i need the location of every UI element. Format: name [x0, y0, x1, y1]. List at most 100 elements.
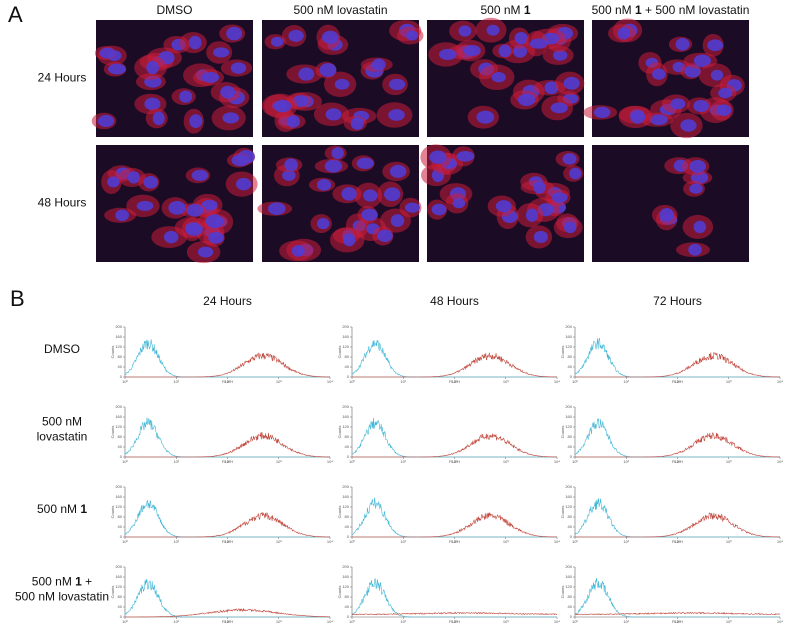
histogram: 0 40 80 120 160 200 10⁰ 10¹ 10² 10³ 10⁴ Counts FL2-H	[337, 404, 560, 464]
nucleus	[630, 110, 646, 124]
y-axis-label: Counts	[560, 506, 565, 519]
nucleus	[718, 87, 733, 99]
x-tick-label: 10³	[726, 619, 732, 624]
column-header: DMSO	[157, 3, 193, 17]
nucleus	[213, 47, 230, 58]
y-tick-label: 200	[565, 404, 572, 409]
y-tick-label: 0	[120, 534, 123, 539]
nucleus	[143, 176, 159, 189]
x-tick-label: 10⁴	[327, 539, 333, 544]
row-label: 48 Hours	[38, 196, 87, 210]
x-tick-label: 10³	[276, 619, 282, 624]
nucleus	[707, 39, 724, 52]
micrograph	[592, 145, 749, 262]
x-tick-label: 10¹	[623, 459, 629, 464]
y-tick-label: 0	[120, 374, 123, 379]
x-tick-label: 10¹	[400, 539, 406, 544]
histogram: 0 40 80 120 160 200 10⁰ 10¹ 10² 10³ 10⁴ Counts FL2-H	[110, 324, 333, 384]
y-axis-label: Counts	[337, 426, 342, 439]
y-tick-label: 40	[118, 444, 123, 449]
y-tick-label: 160	[115, 574, 122, 579]
histogram: 0 40 80 120 160 200 10⁰ 10¹ 10² 10³ 10⁴ Counts FL2-H	[110, 484, 333, 544]
y-tick-label: 120	[342, 584, 349, 589]
nucleus	[235, 177, 252, 191]
micrograph	[420, 144, 584, 262]
nucleus	[562, 153, 577, 165]
x-tick-label: 10¹	[173, 539, 179, 544]
label-part: +	[82, 575, 92, 589]
y-tick-label: 120	[115, 424, 122, 429]
x-tick-label: 10¹	[623, 539, 629, 544]
y-tick-label: 120	[342, 424, 349, 429]
y-tick-label: 80	[118, 354, 123, 359]
x-tick-label: 10⁰	[122, 459, 128, 464]
nucleus	[670, 98, 686, 110]
column-header: 500 nM lovastatin	[293, 3, 387, 17]
nucleus	[551, 192, 568, 203]
micrograph	[257, 145, 422, 262]
x-tick-label: 10²	[225, 619, 231, 624]
nucleus	[659, 208, 675, 222]
nucleus	[107, 176, 120, 188]
axes	[351, 487, 557, 538]
x-axis-label: FL2-H	[672, 459, 683, 464]
nucleus	[544, 81, 559, 95]
histogram: 0 40 80 120 160 200 10⁰ 10¹ 10² 10³ 10⁴ Counts FL2-H	[337, 484, 560, 544]
y-tick-label: 160	[342, 574, 349, 579]
x-tick-label: 10³	[726, 379, 732, 384]
histogram-curve	[124, 339, 330, 378]
histogram: 0 40 80 120 160 200 10⁰ 10¹ 10² 10³ 10⁴ Counts FL2-H	[560, 404, 783, 464]
y-tick-label: 120	[342, 344, 349, 349]
label-part: 500 nM	[42, 415, 82, 429]
nucleus	[288, 29, 304, 42]
histogram-curve	[352, 433, 557, 458]
x-tick-label: 10²	[225, 379, 231, 384]
y-tick-label: 200	[565, 324, 572, 329]
y-axis-label: Counts	[110, 586, 115, 599]
x-tick-label: 10²	[452, 459, 458, 464]
column-header: 72 Hours	[653, 294, 702, 308]
label-part: 500 nM lovastatin	[15, 590, 109, 604]
nucleus	[205, 214, 224, 229]
y-tick-label: 160	[342, 414, 349, 419]
y-tick-label: 0	[570, 374, 573, 379]
x-tick-label: 10¹	[623, 379, 629, 384]
x-tick-label: 10⁴	[554, 379, 560, 384]
nucleus	[553, 49, 568, 61]
label-part: 500 nM	[37, 502, 80, 516]
x-tick-label: 10³	[503, 379, 509, 384]
y-tick-label: 80	[568, 594, 573, 599]
y-tick-label: 0	[120, 454, 123, 459]
x-tick-label: 10⁰	[349, 379, 355, 384]
nucleus	[495, 200, 512, 213]
nucleus	[404, 202, 420, 213]
x-tick-label: 10³	[503, 619, 509, 624]
nucleus	[191, 169, 209, 181]
y-tick-label: 0	[347, 614, 350, 619]
y-tick-label: 40	[568, 444, 573, 449]
y-tick-label: 80	[568, 514, 573, 519]
x-tick-label: 10²	[675, 379, 681, 384]
histogram: 0 40 80 120 160 200 10⁰ 10¹ 10² 10³ 10⁴ Counts FL2-H	[560, 324, 783, 384]
y-axis-label: Counts	[337, 586, 342, 599]
micrograph	[96, 145, 258, 264]
nucleus	[389, 164, 407, 178]
nucleus	[384, 187, 401, 202]
y-tick-label: 40	[568, 604, 573, 609]
nucleus	[689, 160, 707, 173]
nucleus	[319, 63, 337, 78]
x-tick-label: 10¹	[400, 619, 406, 624]
y-tick-label: 160	[565, 574, 572, 579]
row-label: 500 nM	[42, 415, 82, 429]
nucleus	[649, 114, 668, 126]
label-part: 500 nM	[480, 3, 523, 17]
y-tick-label: 40	[345, 604, 350, 609]
panel-label: A	[8, 2, 23, 27]
y-axis-label: Counts	[560, 426, 565, 439]
axes	[351, 327, 557, 378]
nucleus	[325, 108, 342, 121]
nucleus	[350, 117, 364, 130]
y-tick-label: 80	[118, 514, 123, 519]
y-tick-label: 0	[120, 614, 123, 619]
y-tick-label: 40	[118, 604, 123, 609]
